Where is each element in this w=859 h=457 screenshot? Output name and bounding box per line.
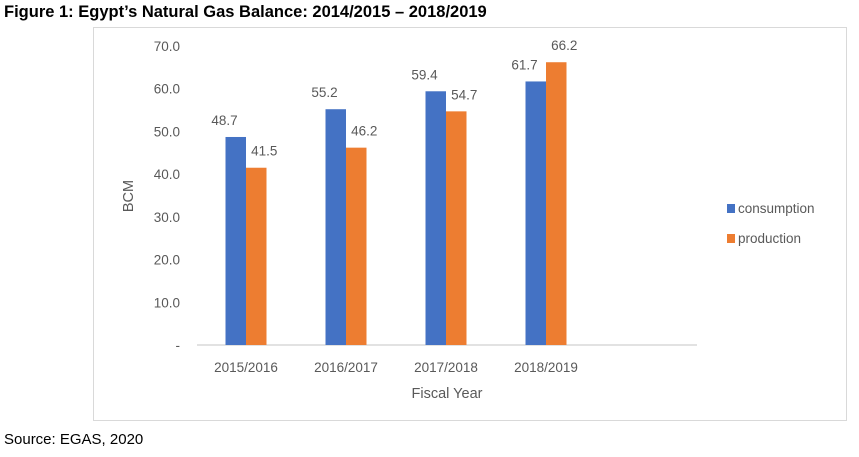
legend-label-production: production [738,231,801,246]
bar-consumption [325,109,346,346]
data-label: 48.7 [211,113,237,128]
data-label: 54.7 [451,87,477,102]
legend-swatch-production [727,234,735,243]
data-label: 61.7 [511,57,537,72]
y-tick-label: 20.0 [154,253,180,268]
x-tick-label: 2018/2019 [514,360,578,375]
x-axis-title: Fiscal Year [412,386,483,402]
x-tick-label: 2016/2017 [314,360,378,375]
y-tick-label: 50.0 [154,124,180,139]
bar-production [246,167,267,345]
y-tick-label: 60.0 [154,82,180,97]
figure-title: Figure 1: Egypt’s Natural Gas Balance: 2… [4,3,487,21]
source-note: Source: EGAS, 2020 [4,431,144,448]
bar-consumption [525,81,546,346]
legend-swatch-consumption [727,204,735,213]
data-label: 55.2 [311,85,337,100]
legend-label-consumption: consumption [738,201,815,216]
bar-production [346,147,367,345]
y-axis-title: BCM [121,180,137,212]
chart-frame [93,27,847,421]
data-label: 46.2 [351,124,377,139]
x-tick-label: 2017/2018 [414,360,478,375]
data-label: 66.2 [551,38,577,53]
bar-production [546,62,567,345]
y-tick-label: 30.0 [154,210,180,225]
y-tick-label: 10.0 [154,295,180,310]
x-tick-label: 2015/2016 [214,360,278,375]
bar-consumption [425,91,446,345]
y-tick-label: 40.0 [154,167,180,182]
y-tick-label: 70.0 [154,39,180,54]
y-tick-label: - [176,338,181,353]
data-label: 59.4 [411,67,438,82]
bar-consumption [225,136,246,345]
data-label: 41.5 [251,144,277,159]
bar-production [446,111,467,345]
